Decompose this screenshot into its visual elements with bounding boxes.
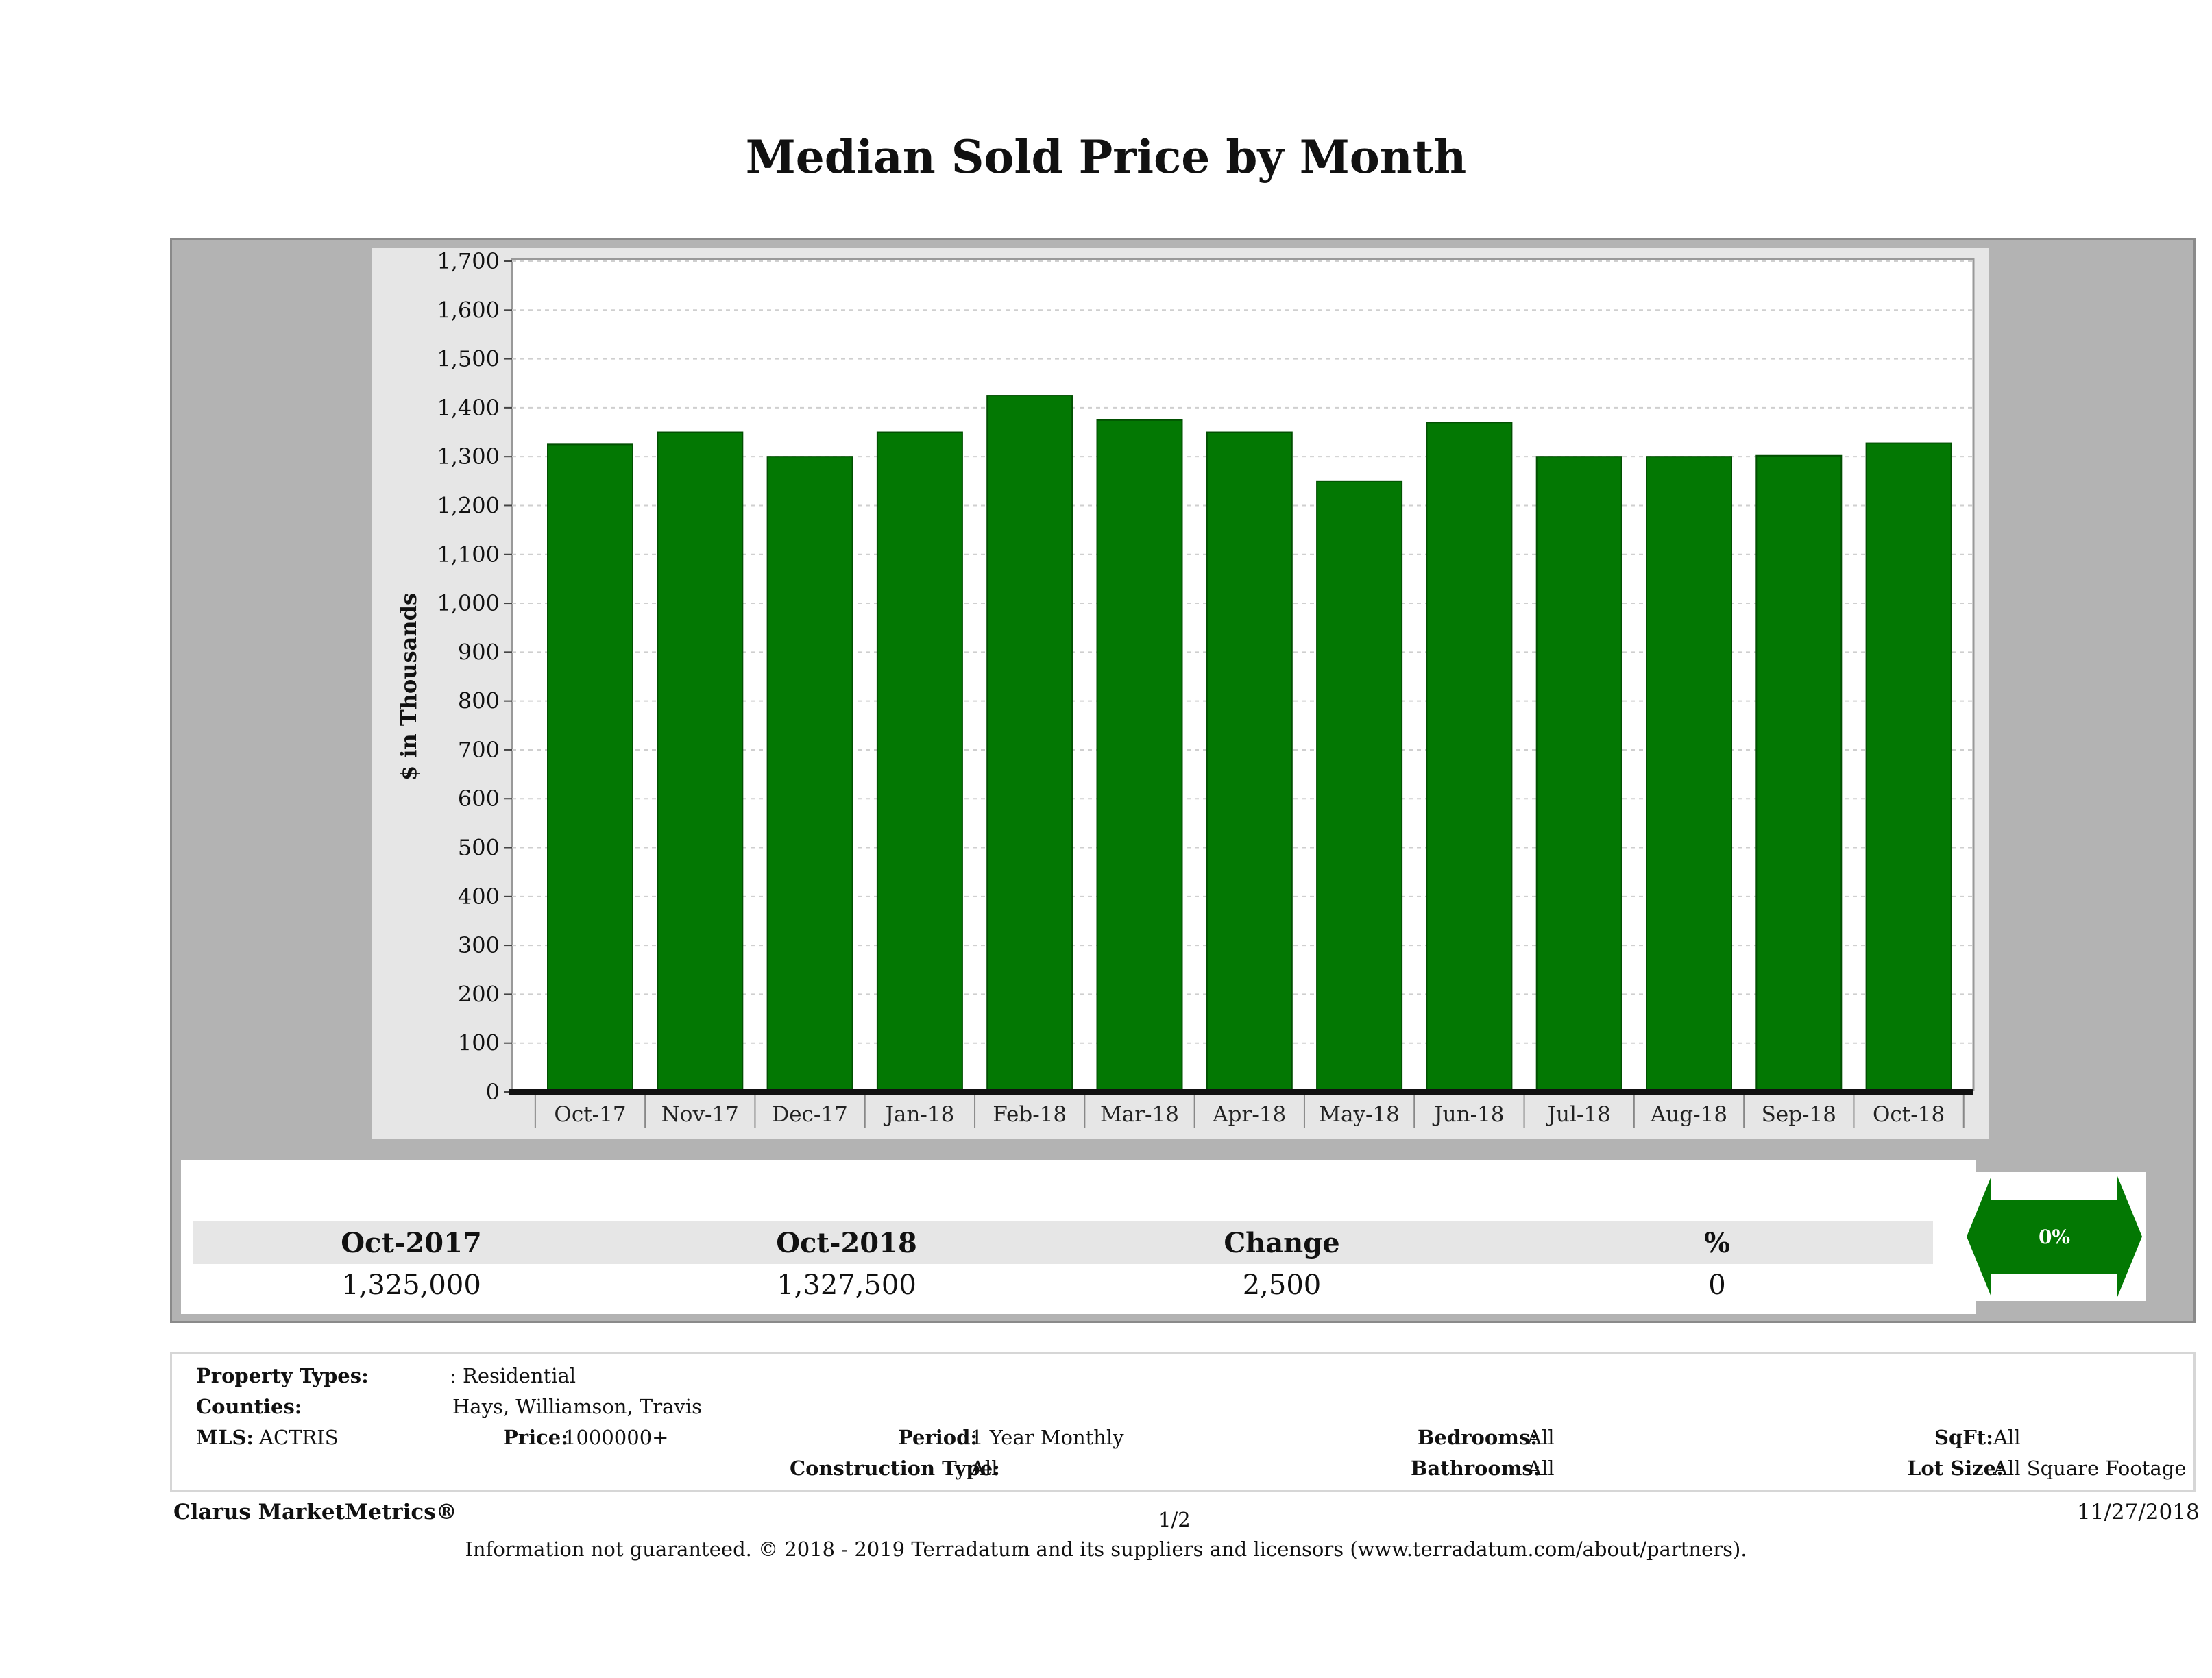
counties-label: Counties: <box>196 1395 302 1418</box>
x-tick-label: Nov-17 <box>661 1102 739 1127</box>
y-tick-label: 500 <box>458 835 500 861</box>
y-tick-label: 700 <box>458 737 500 763</box>
bar <box>1755 454 1843 1093</box>
sqft-value: All <box>1993 1426 2021 1449</box>
bar <box>1865 442 1952 1093</box>
bar <box>1535 456 1622 1093</box>
x-tick-label: Dec-17 <box>772 1102 847 1127</box>
bar <box>1426 422 1513 1093</box>
x-tick-label: Feb-18 <box>993 1102 1067 1127</box>
y-tick-label: 0 <box>486 1079 500 1105</box>
filter-panel <box>170 1352 2196 1492</box>
y-tick-label: 1,300 <box>437 443 500 470</box>
y-tick-label: 1,600 <box>437 297 500 323</box>
lot-size-value: All Square Footage <box>1993 1457 2187 1480</box>
report-date: 11/27/2018 <box>2077 1500 2200 1524</box>
summary-top-band <box>193 1174 1933 1217</box>
x-tick-label: Jun-18 <box>1432 1102 1504 1127</box>
y-tick-label: 300 <box>458 932 500 958</box>
page-number: 1/2 <box>1158 1508 1191 1531</box>
bar <box>547 443 633 1093</box>
bar <box>1096 419 1183 1093</box>
y-tick-label: 1,500 <box>437 346 500 372</box>
change-indicator: 0% <box>1962 1172 2146 1301</box>
summary-col4-label: % <box>1703 1227 1730 1259</box>
disclaimer: Information not guaranteed. © 2018 - 201… <box>465 1537 1747 1561</box>
x-tick-label: Apr-18 <box>1212 1102 1286 1127</box>
construction-type-label: Construction Type: <box>790 1457 1000 1480</box>
mls-value: ACTRIS <box>259 1426 339 1449</box>
x-tick-label: Oct-18 <box>1873 1102 1945 1127</box>
bathrooms-value: All <box>1527 1457 1555 1480</box>
counties-value: Hays, Williamson, Travis <box>452 1395 702 1418</box>
summary-col1-value: 1,325,000 <box>341 1269 481 1301</box>
x-tick-label: Jul-18 <box>1546 1102 1611 1127</box>
x-tick-label: Sep-18 <box>1762 1102 1836 1127</box>
period-label: Period: <box>898 1426 978 1449</box>
y-tick-label: 1,700 <box>437 248 500 274</box>
mls-label: MLS: <box>196 1426 254 1449</box>
change-percent-label: 0% <box>2039 1226 2070 1248</box>
double-arrow-icon: 0% <box>1967 1176 2142 1297</box>
property-types-value: : Residential <box>450 1364 576 1387</box>
x-tick-label: Jan-18 <box>884 1102 955 1127</box>
x-tick-label: Aug-18 <box>1650 1102 1727 1127</box>
y-tick-label: 1,000 <box>437 590 500 616</box>
bar <box>986 395 1073 1093</box>
summary-value-row <box>193 1265 1933 1306</box>
bedrooms-label: Bedrooms: <box>1418 1426 1538 1449</box>
bathrooms-label: Bathrooms: <box>1411 1457 1541 1480</box>
y-tick-labels: 0 100 200 300 400 500 600 700 800 900 1,000 1,100 1,… <box>437 248 512 1105</box>
summary-header-row <box>193 1221 1933 1264</box>
bar <box>766 456 853 1093</box>
period-value: 1 Year Monthly <box>971 1426 1124 1449</box>
summary-col3-value: 2,500 <box>1242 1269 1322 1301</box>
summary-col4-value: 0 <box>1708 1269 1726 1301</box>
price-value: 1000000+ <box>563 1426 669 1449</box>
summary-col1-label: Oct-2017 <box>341 1227 482 1259</box>
y-axis-label: $ in Thousands <box>396 593 422 781</box>
y-tick-label: 900 <box>458 639 500 665</box>
bars <box>547 395 1952 1093</box>
y-tick-label: 200 <box>458 981 500 1007</box>
summary-col2-value: 1,327,500 <box>777 1269 916 1301</box>
x-tick-label: Oct-17 <box>554 1102 626 1127</box>
price-label: Price: <box>503 1426 568 1449</box>
bar <box>1206 431 1293 1093</box>
y-tick-label: 100 <box>458 1030 500 1056</box>
construction-type-value: All <box>971 1457 998 1480</box>
bar <box>657 431 744 1093</box>
summary-col3-label: Change <box>1224 1227 1340 1259</box>
lot-size-label: Lot Size: <box>1907 1457 2004 1480</box>
y-tick-label: 1,400 <box>437 395 500 421</box>
x-tick-labels: Oct-17 Nov-17 Dec-17 Jan-18 Feb-18 Mar-18 Apr-… <box>534 1095 1965 1128</box>
y-tick-label: 1,200 <box>437 492 500 518</box>
y-tick-label: 600 <box>458 786 500 812</box>
x-tick-label: Mar-18 <box>1100 1102 1179 1127</box>
x-tick-label: May-18 <box>1319 1102 1400 1127</box>
y-tick-label: 800 <box>458 688 500 714</box>
property-types-label: Property Types: <box>196 1364 369 1387</box>
chart-title: Median Sold Price by Month <box>745 130 1467 184</box>
sqft-label: SqFt: <box>1934 1426 1993 1449</box>
bedrooms-value: All <box>1527 1426 1555 1449</box>
bar <box>1646 456 1732 1093</box>
bar <box>1316 480 1403 1093</box>
bar <box>876 431 963 1093</box>
bar-chart: 0 100 200 300 400 500 600 700 800 900 1,000 1,100 1,… <box>396 248 1975 1128</box>
y-tick-label: 400 <box>458 884 500 910</box>
y-tick-label: 1,100 <box>437 542 500 568</box>
summary-col2-label: Oct-2018 <box>776 1227 917 1259</box>
brand-name: Clarus MarketMetrics® <box>173 1500 457 1524</box>
